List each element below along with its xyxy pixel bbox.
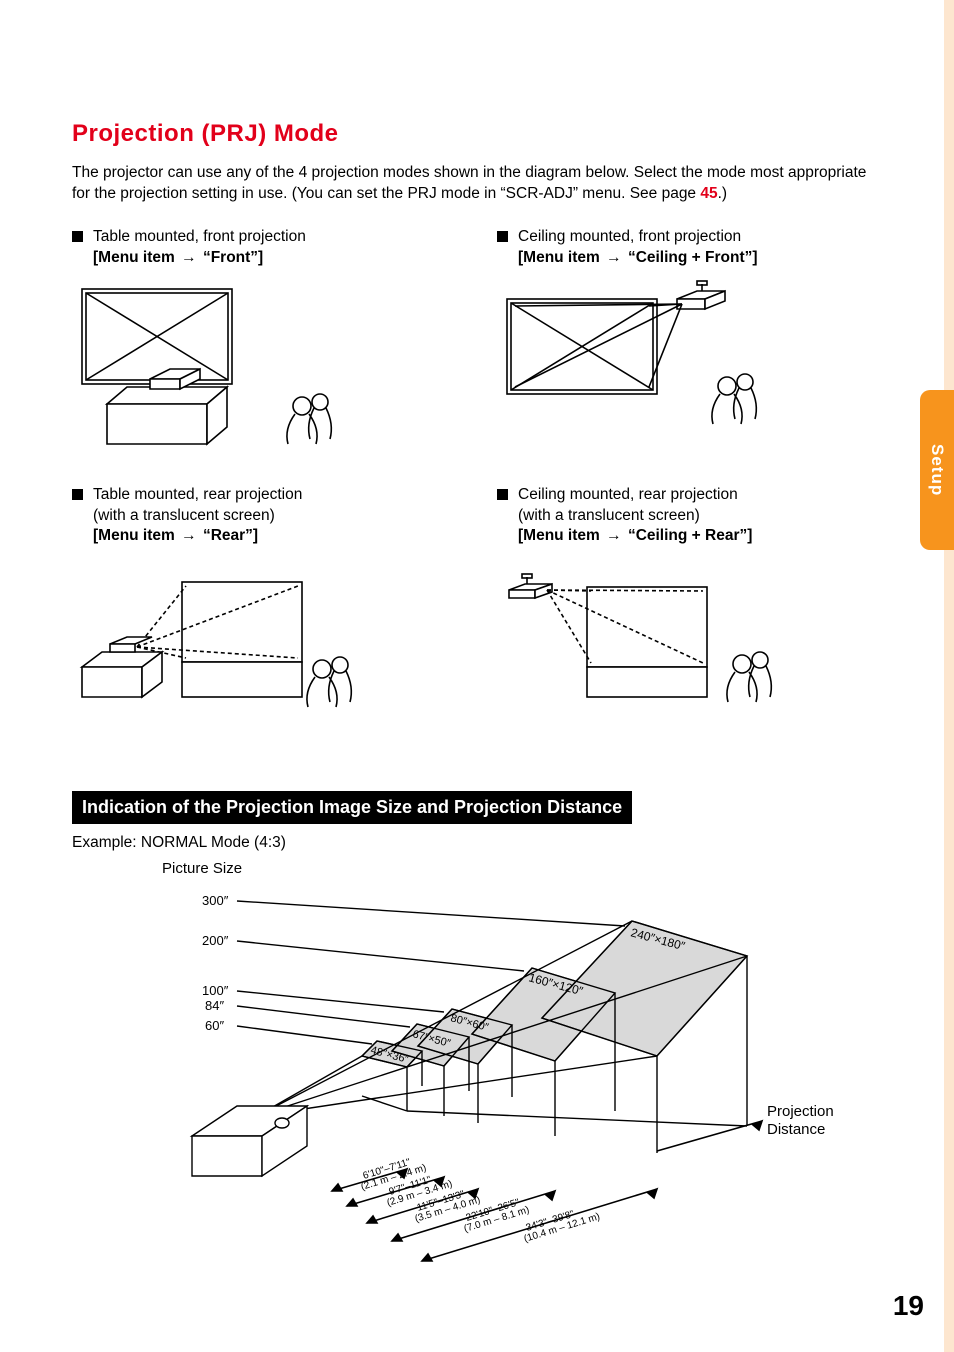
bullet-square-icon (497, 489, 508, 500)
mode-title-text: Table mounted, rear projection (93, 486, 302, 503)
mode-ceiling-rear: Ceiling mounted, rear projection (with a… (497, 485, 882, 738)
intro-tail: .) (718, 185, 727, 202)
picture-size-label: Picture Size (162, 860, 882, 877)
mode-table-rear: Table mounted, rear projection (with a t… (72, 485, 457, 738)
intro-paragraph: The projector can use any of the 4 proje… (72, 162, 882, 205)
mode-table-front: Table mounted, front projection [Menu it… (72, 227, 457, 459)
size-200: 200″ (202, 933, 229, 948)
arrow-icon (604, 527, 624, 544)
example-label: Example: NORMAL Mode (4:3) (72, 834, 882, 852)
arrow-icon (179, 249, 199, 266)
modes-grid: Table mounted, front projection [Menu it… (72, 227, 882, 764)
mode-title-text: Ceiling mounted, front projection (518, 228, 741, 245)
mode-title-text: Table mounted, front projection (93, 228, 306, 245)
size-60: 60″ (205, 1018, 224, 1033)
size-300: 300″ (202, 893, 229, 908)
mode-title-text: Ceiling mounted, rear projection (518, 486, 738, 503)
bullet-square-icon (72, 489, 83, 500)
left-column: Table mounted, front projection [Menu it… (72, 227, 457, 764)
menu-prefix: [Menu item (518, 249, 604, 266)
menu-value: “Front”] (203, 249, 263, 266)
diagram-table-front (72, 279, 457, 459)
page-number: 19 (893, 1290, 924, 1322)
right-column: Ceiling mounted, front projection [Menu … (497, 227, 882, 764)
menu-value: “Ceiling + Front”] (628, 249, 758, 266)
intro-text: The projector can use any of the 4 proje… (72, 164, 866, 202)
arrow-icon (604, 249, 624, 266)
menu-prefix: [Menu item (93, 249, 179, 266)
diagram-ceiling-rear (497, 557, 882, 737)
bullet-square-icon (497, 231, 508, 242)
distance-diagram: 300″ 200″ 100″ 84″ 60″ 240″×180″ 160″×12… (72, 881, 882, 1291)
menu-value: “Ceiling + Rear”] (628, 527, 752, 544)
mode-sub-text: (with a translucent screen) (93, 507, 275, 524)
section-heading-indication: Indication of the Projection Image Size … (72, 791, 632, 824)
proj-dist-label1: Projection (767, 1103, 834, 1120)
page-content: Projection (PRJ) Mode The projector can … (0, 0, 954, 1352)
mode-sub-text: (with a translucent screen) (518, 507, 700, 524)
mode-ceiling-front: Ceiling mounted, front projection [Menu … (497, 227, 882, 459)
page-reference-link[interactable]: 45 (700, 185, 717, 202)
arrow-icon (179, 527, 199, 544)
diagram-ceiling-front (497, 279, 882, 459)
size-84: 84″ (205, 998, 224, 1013)
page-title: Projection (PRJ) Mode (72, 120, 882, 148)
menu-prefix: [Menu item (518, 527, 604, 544)
menu-prefix: [Menu item (93, 527, 179, 544)
bullet-square-icon (72, 231, 83, 242)
size-100: 100″ (202, 983, 229, 998)
proj-dist-label2: Distance (767, 1121, 825, 1138)
menu-value: “Rear”] (203, 527, 258, 544)
diagram-table-rear (72, 557, 457, 737)
